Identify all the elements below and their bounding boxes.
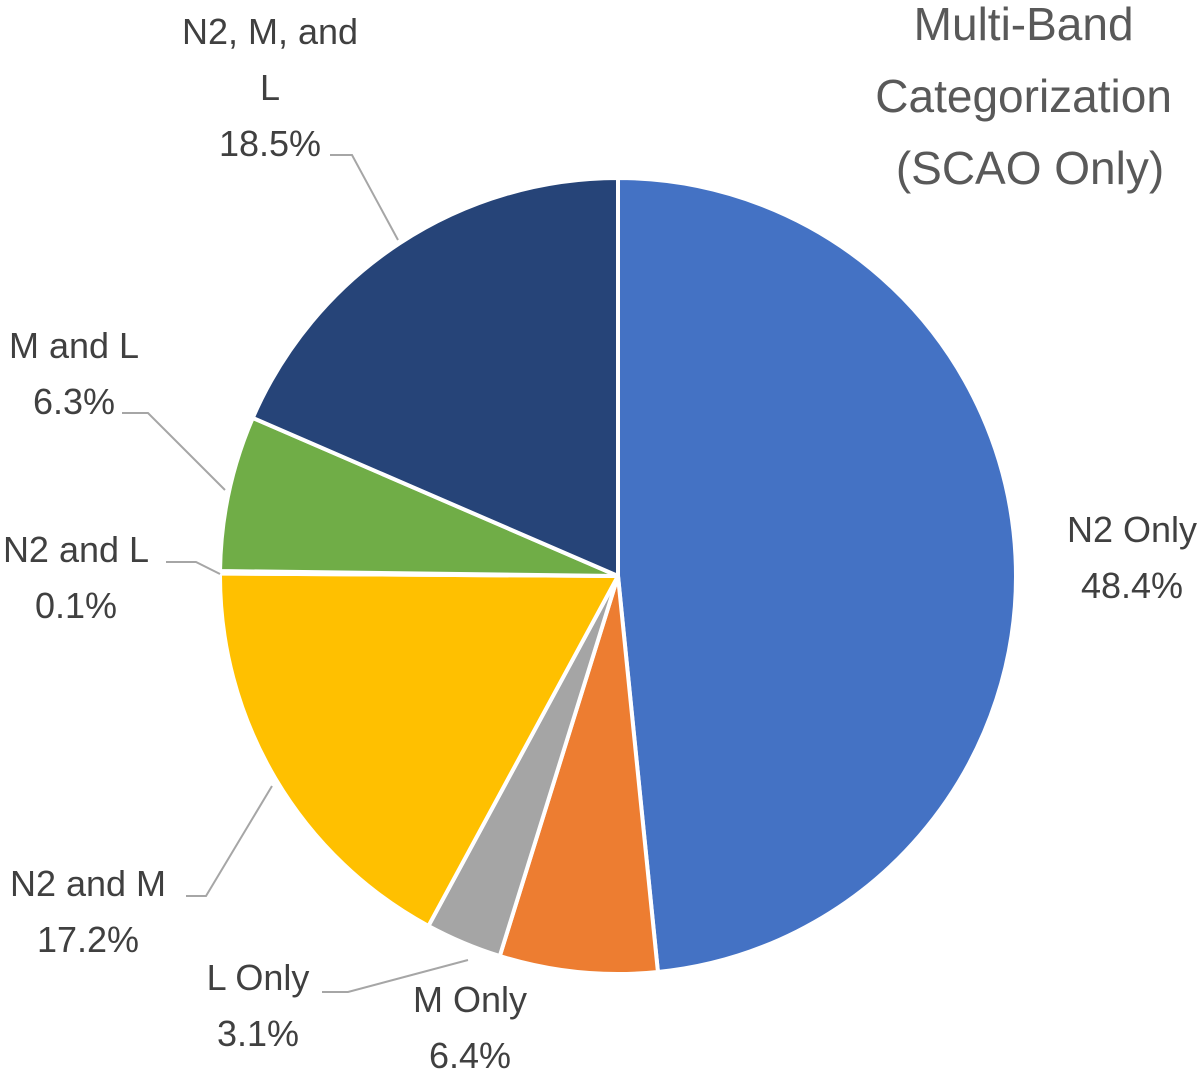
slice-label-name: L (260, 67, 280, 108)
slice-label-name: L Only (207, 957, 310, 998)
slice-label-name: M and L (9, 325, 139, 366)
chart-title-line-3: (SCAO Only) (896, 142, 1164, 194)
slice-label-name: N2 and M (10, 863, 166, 904)
slice-label: L Only 3.1% (207, 957, 310, 1054)
leader-line (122, 412, 226, 491)
slice-label: M Only 6.4% (413, 979, 527, 1072)
leader-line (330, 154, 399, 241)
chart-title-line-2: Categorization (875, 70, 1172, 122)
chart-title-line-1: Multi-Band (914, 0, 1134, 50)
slice-label-name: N2, M, and (182, 11, 358, 52)
chart-title: Multi-Band Categorization (SCAO Only) (875, 0, 1184, 194)
slice-label-name: M Only (413, 979, 527, 1020)
pie-slice-m-only (497, 574, 660, 976)
leader-line (186, 785, 273, 897)
slice-label-value: 3.1% (217, 1013, 299, 1054)
pie-slice-n2-m-and-l (250, 176, 620, 578)
slice-label-name: N2 Only (1067, 509, 1197, 550)
pie-slice-n2-and-m (218, 571, 620, 928)
slice-label: N2 and L 0.1% (3, 529, 149, 626)
slice-label-value: 0.1% (35, 585, 117, 626)
slice-label-name: N2 and L (3, 529, 149, 570)
slice-label: N2 Only 48.4% (1067, 509, 1197, 606)
slice-label-value: 17.2% (37, 919, 139, 960)
pie-slices (218, 176, 1018, 976)
pie-slice-m-and-l (218, 415, 620, 578)
leader-lines (122, 154, 469, 993)
slice-labels: N2 Only 48.4% M Only 6.4% L Only 3.1% N2 and M… (3, 11, 1197, 1072)
slice-label: N2 and M 17.2% (10, 863, 166, 960)
slice-label-value: 6.3% (33, 381, 115, 422)
leader-line (166, 561, 221, 575)
leader-line (322, 959, 469, 993)
slice-label-value: 18.5% (219, 123, 321, 164)
slice-label: M and L 6.3% (9, 325, 139, 422)
slice-label-value: 48.4% (1081, 565, 1183, 606)
pie-slice-n2-only (616, 176, 1018, 974)
slice-label: N2, M, and L 18.5% (182, 11, 358, 164)
slice-label-value: 6.4% (429, 1035, 511, 1072)
